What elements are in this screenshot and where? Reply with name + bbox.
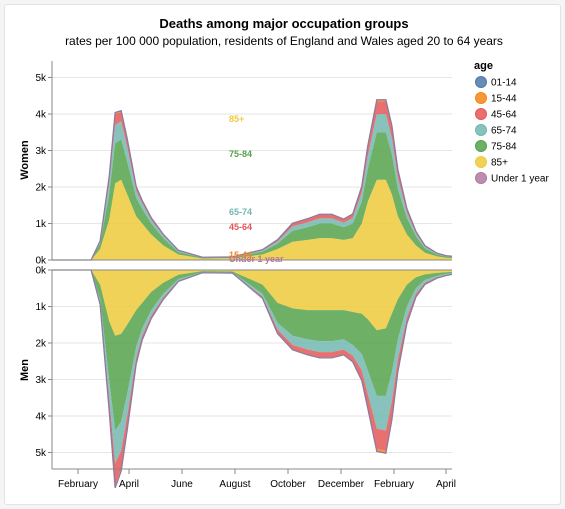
legend-label: 45-64 (491, 110, 517, 121)
x-tick-label: December (318, 479, 365, 490)
legend-swatch (475, 108, 487, 120)
chart-subtitle: rates per 100 000 population, residents … (65, 34, 503, 48)
y-tick-label: 1k (35, 302, 47, 313)
legend-swatch (475, 92, 487, 104)
panel-women: 0k 1k 2k 3k 4k 5k (35, 61, 453, 267)
annotation-label: 85+ (229, 114, 244, 124)
x-tick-label: April (119, 479, 139, 490)
legend-title: age (474, 60, 493, 72)
x-tick-label: February (58, 479, 98, 490)
legend-swatch (475, 140, 487, 152)
annotation-label: 75-84 (229, 149, 252, 159)
x-tick-label: February (374, 479, 414, 490)
y-tick-label: 5k (35, 448, 47, 459)
legend-swatch (475, 156, 487, 168)
panel-men: 0k 1k 2k 3k 4k 5k (35, 266, 453, 489)
area-men-75-84 (52, 270, 452, 431)
y-tick-label: 4k (35, 412, 47, 423)
legend-label: Under 1 year (491, 174, 549, 185)
annotation-label: 15-44 (229, 250, 252, 260)
annotation-label: 45-64 (229, 222, 252, 232)
legend-swatch (475, 172, 487, 184)
y-tick-label: 2k (35, 339, 47, 350)
y-tick-label: 3k (35, 375, 47, 386)
x-tick-label: April (436, 479, 456, 490)
legend-label: 75-84 (491, 142, 517, 153)
legend-label: 85+ (491, 158, 508, 169)
y-tick-label: 1k (35, 219, 47, 230)
area-women-85- (52, 179, 452, 260)
legend-swatch (475, 76, 487, 88)
x-axis: February April June August October December Fe… (52, 468, 456, 490)
area-women-45-64 (52, 101, 452, 260)
legend-label: 01-14 (491, 78, 517, 89)
legend-label: 65-74 (491, 126, 517, 137)
legend-label: 15-44 (491, 94, 517, 105)
x-tick-label: August (219, 479, 250, 490)
panel-label-men: Men (19, 359, 31, 381)
area-women-75-84 (52, 132, 452, 260)
area-outline-women (52, 99, 453, 261)
x-tick-label: June (171, 479, 193, 490)
y-tick-label: 3k (35, 146, 47, 157)
area-women-65-74 (52, 114, 452, 260)
area-men-85- (52, 270, 452, 336)
chart-title: Deaths among major occupation groups (159, 16, 408, 31)
y-tick-label: 5k (35, 73, 47, 84)
x-tick-label: October (270, 479, 306, 490)
area-outline-men (52, 269, 453, 489)
panel-label-women: Women (19, 140, 31, 180)
y-tick-label: 4k (35, 110, 47, 121)
y-tick-label: 0k (35, 256, 47, 267)
legend-swatch (475, 124, 487, 136)
y-tick-label: 2k (35, 183, 47, 194)
y-tick-label: 0k (35, 266, 47, 277)
legend: age 01-14 15-44 45-64 65-74 75-84 85+ Under 1 … (474, 60, 549, 185)
annotation-label: Under 1 year (229, 254, 284, 264)
annotation-label: 65-74 (229, 207, 252, 217)
